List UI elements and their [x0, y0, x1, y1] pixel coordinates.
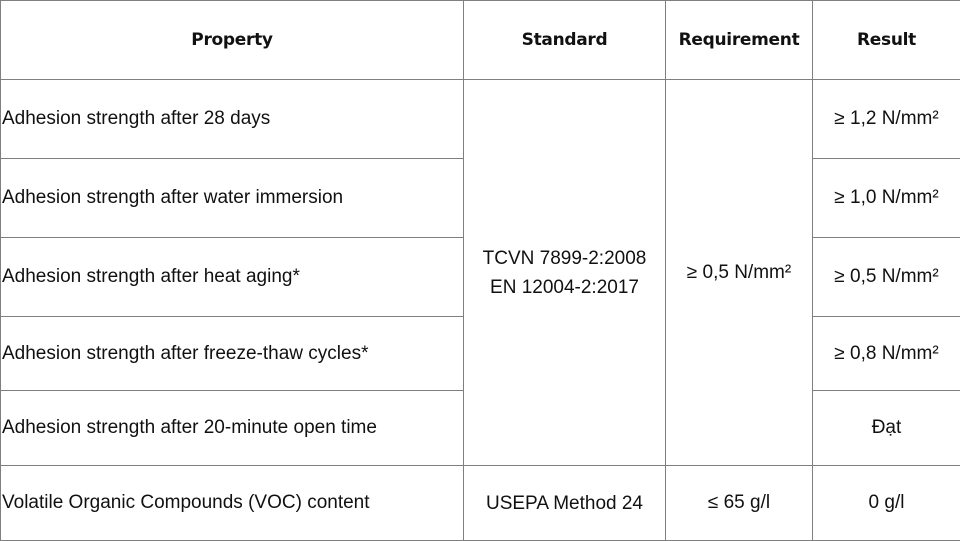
result-cell: ≥ 1,0 N/mm² [813, 159, 960, 238]
property-cell: Volatile Organic Compounds (VOC) content [1, 466, 464, 541]
header-requirement: Requirement [666, 1, 813, 80]
table-row: Adhesion strength after 28 days TCVN 789… [1, 80, 960, 159]
property-cell: Adhesion strength after freeze-thaw cycl… [1, 317, 464, 391]
result-cell: Đạt [813, 391, 960, 466]
standard-cell-adhesion: TCVN 7899-2:2008 EN 12004-2:2017 [464, 80, 666, 466]
property-cell: Adhesion strength after 28 days [1, 80, 464, 159]
header-row: Property Standard Requirement Result [1, 1, 960, 80]
standard-line-en: EN 12004-2:2017 [464, 273, 665, 302]
requirement-cell-adhesion: ≥ 0,5 N/mm² [666, 80, 813, 466]
property-cell: Adhesion strength after 20-minute open t… [1, 391, 464, 466]
standard-line-tcvn: TCVN 7899-2:2008 [464, 244, 665, 273]
standard-cell-voc: USEPA Method 24 [464, 466, 666, 541]
property-cell: Adhesion strength after water immersion [1, 159, 464, 238]
result-cell: ≥ 1,2 N/mm² [813, 80, 960, 159]
table-row-voc: Volatile Organic Compounds (VOC) content… [1, 466, 960, 541]
result-cell: ≥ 0,5 N/mm² [813, 238, 960, 317]
header-property: Property [1, 1, 464, 80]
requirement-cell-voc: ≤ 65 g/l [666, 466, 813, 541]
header-standard: Standard [464, 1, 666, 80]
result-cell: ≥ 0,8 N/mm² [813, 317, 960, 391]
header-result: Result [813, 1, 960, 80]
property-cell: Adhesion strength after heat aging* [1, 238, 464, 317]
result-cell: 0 g/l [813, 466, 960, 541]
